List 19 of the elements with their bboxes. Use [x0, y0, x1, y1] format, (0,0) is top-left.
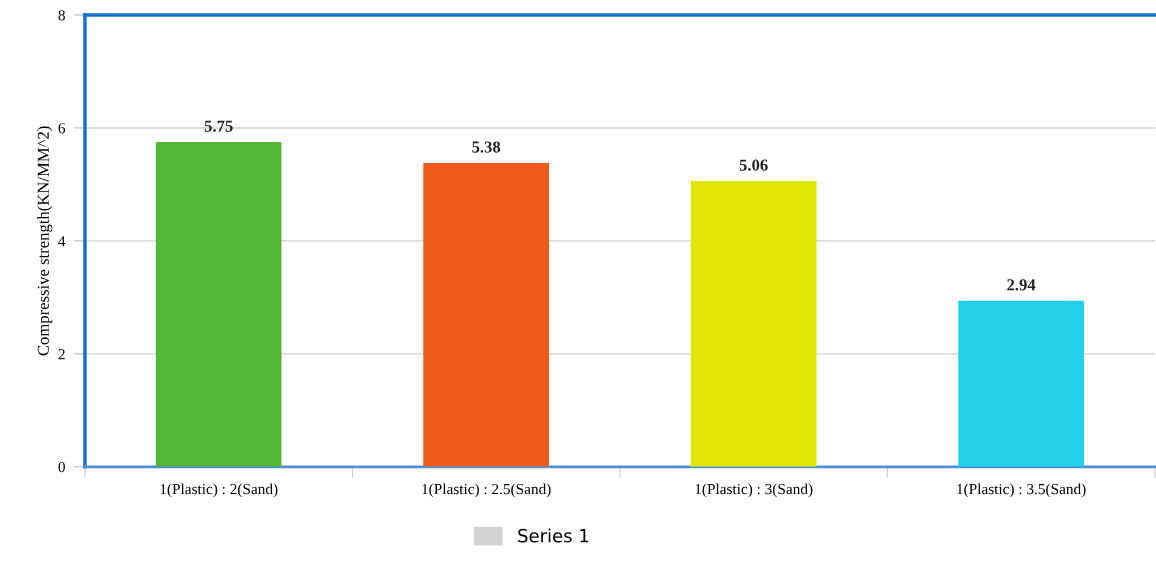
bar [958, 300, 1084, 467]
data-label: 5.75 [204, 120, 233, 132]
y-tick-label: 4 [58, 236, 66, 247]
y-tick-label: 8 [58, 10, 65, 21]
bar [423, 162, 550, 467]
x-tick-label: 1(Plastic) : 2.5(Sand) [422, 483, 551, 498]
bar [690, 181, 817, 467]
y-tick-label: 0 [58, 461, 65, 473]
y-tick-label: 6 [58, 123, 66, 134]
y-axis-title: Compressive strength(KN/MM^2) [37, 126, 53, 356]
data-label: 2.94 [1007, 279, 1036, 291]
x-tick-label: 1(Plastic) : 3.5(Sand) [957, 483, 1086, 498]
data-label: 5.06 [739, 159, 768, 171]
x-tick-label: 1(Plastic) : 2(Sand) [160, 483, 278, 498]
data-label: 5.38 [472, 141, 501, 153]
text: Series 1 [518, 528, 589, 543]
x-tick-label: 1(Plastic) : 3(Sand) [695, 483, 813, 498]
y-tick-label: 2 [58, 349, 65, 360]
bar [155, 142, 282, 467]
